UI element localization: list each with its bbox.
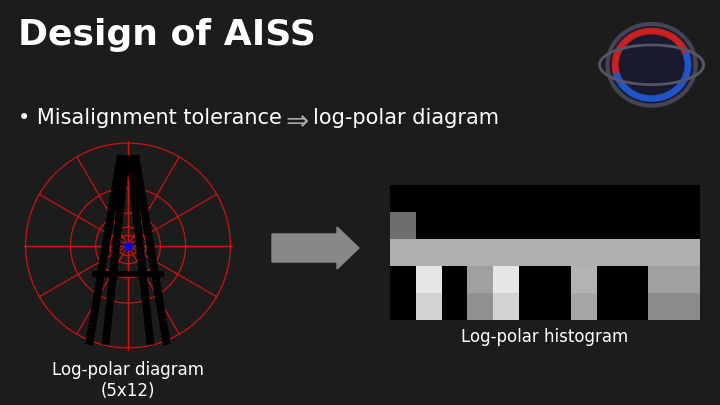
- Polygon shape: [609, 25, 694, 104]
- Text: ⇒: ⇒: [285, 108, 308, 136]
- Text: Log-polar histogram: Log-polar histogram: [462, 328, 629, 346]
- Text: Design of AISS: Design of AISS: [18, 18, 316, 52]
- Text: Log-polar diagram
(5x12): Log-polar diagram (5x12): [52, 361, 204, 400]
- Text: • Misalignment tolerance: • Misalignment tolerance: [18, 108, 282, 128]
- Text: log-polar diagram: log-polar diagram: [313, 108, 499, 128]
- FancyArrow shape: [272, 227, 359, 269]
